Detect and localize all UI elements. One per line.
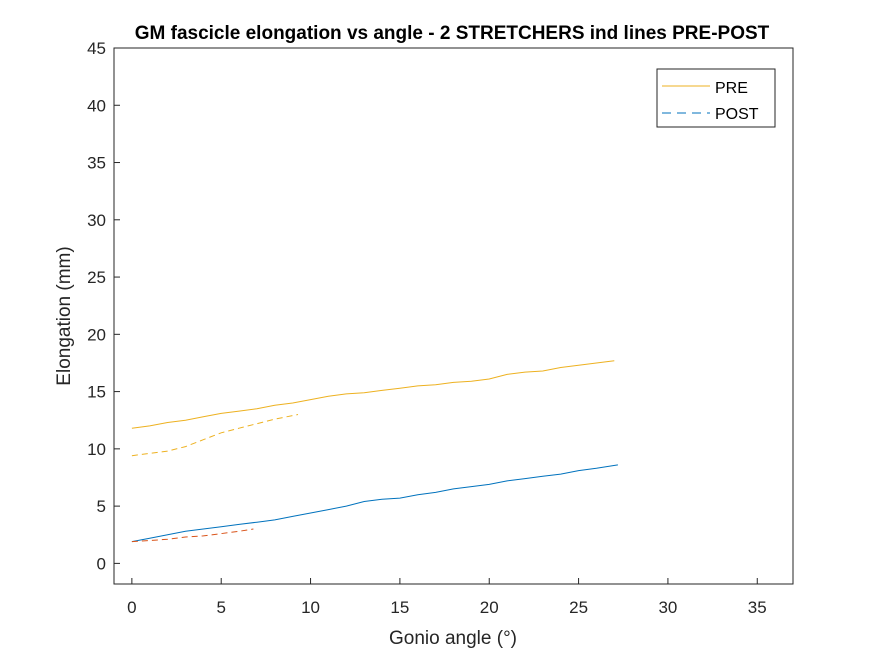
y-tick-label: 20 xyxy=(87,325,106,344)
y-tick-label: 45 xyxy=(87,39,106,58)
y-tick-label: 30 xyxy=(87,211,106,230)
x-tick-label: 10 xyxy=(301,598,320,617)
legend-label-post: POST xyxy=(715,106,759,123)
axis-ticks: 0 5 10 15 20 25 30 35 0 5 10 15 20 25 30 35 40 45 xyxy=(87,39,767,617)
x-tick-label: 15 xyxy=(390,598,409,617)
y-axis-label: Elongation (mm) xyxy=(54,246,75,385)
y-tick-label: 25 xyxy=(87,268,106,287)
legend-label-pre: PRE xyxy=(715,80,748,97)
series-group xyxy=(131,360,618,543)
x-tick-label: 5 xyxy=(216,598,225,617)
y-tick-label: 15 xyxy=(87,383,106,402)
x-tick-label: 0 xyxy=(127,598,136,617)
x-tick-label: 20 xyxy=(480,598,499,617)
x-tick-label: 35 xyxy=(748,598,767,617)
legend: PRE POST xyxy=(656,68,776,128)
series-line-1 xyxy=(131,414,299,457)
x-tick-label: 30 xyxy=(658,598,677,617)
y-tick-label: 0 xyxy=(97,554,106,573)
y-tick-label: 5 xyxy=(97,497,106,516)
x-axis-label: Gonio angle (°) xyxy=(389,628,517,649)
y-tick-label: 35 xyxy=(87,154,106,173)
plot-area xyxy=(113,47,794,585)
chart-title: GM fascicle elongation vs angle - 2 STRE… xyxy=(135,23,770,44)
series-line-2 xyxy=(131,464,618,543)
y-tick-label: 10 xyxy=(87,440,106,459)
legend-box xyxy=(656,68,776,128)
y-tick-label: 40 xyxy=(87,96,106,115)
x-tick-label: 25 xyxy=(569,598,588,617)
series-line-0 xyxy=(131,360,615,429)
series-line-3 xyxy=(131,528,254,543)
